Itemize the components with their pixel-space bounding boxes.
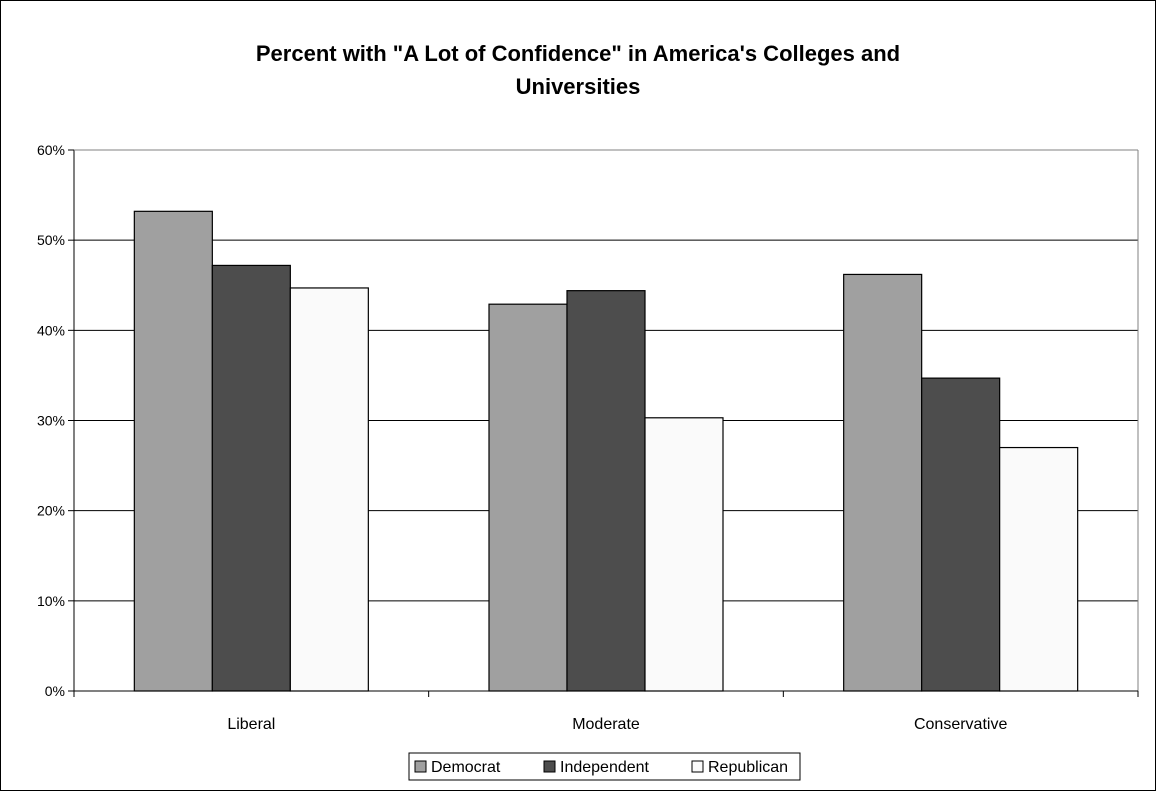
y-tick-label: 40% (37, 322, 65, 338)
y-tick-label: 0% (45, 683, 65, 699)
legend-swatch-independent (543, 760, 556, 773)
y-tick-label: 10% (37, 593, 65, 609)
x-category-label: Conservative (914, 716, 1007, 733)
x-category-label: Liberal (227, 716, 275, 733)
bar-democrat-moderate (488, 303, 568, 692)
chart-title-line-1: Universities (516, 74, 641, 99)
legend-swatch-democrat (414, 760, 427, 773)
y-tick-label: 20% (37, 503, 65, 519)
y-tick-label: 30% (37, 413, 65, 429)
bar-republican-moderate (644, 417, 724, 692)
bar-republican-liberal (289, 287, 369, 692)
legend-label-independent: Independent (560, 759, 650, 776)
legend-label-republican: Republican (708, 759, 788, 776)
y-tick-label: 50% (37, 232, 65, 248)
bar-democrat-liberal (133, 210, 213, 692)
y-tick-label: 60% (37, 142, 65, 158)
bar-independent-moderate (566, 290, 646, 692)
bar-democrat-conservative (843, 273, 923, 692)
chart-title-line-0: Percent with "A Lot of Confidence" in Am… (256, 41, 900, 66)
x-category-label: Moderate (572, 716, 640, 733)
bar-independent-conservative (921, 377, 1001, 692)
legend-box (408, 752, 801, 781)
bar-independent-liberal (211, 264, 291, 692)
legend-swatch-republican (691, 760, 704, 773)
bar-republican-conservative (999, 446, 1079, 692)
legend-label-democrat: Democrat (431, 759, 501, 776)
